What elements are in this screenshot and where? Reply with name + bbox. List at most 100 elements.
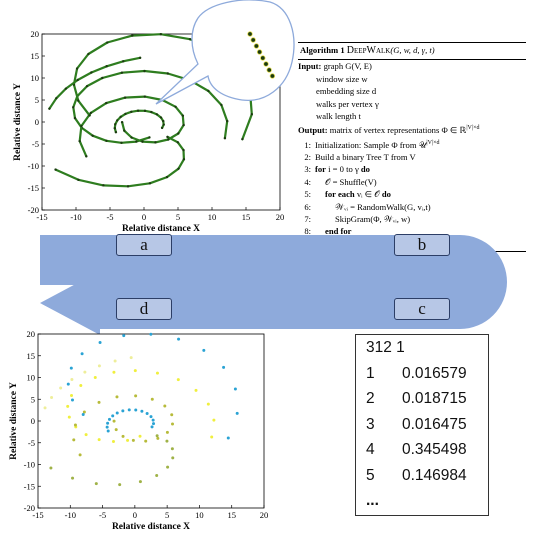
row-value: 0.018715 — [402, 390, 467, 407]
x-tick-label: 5 — [165, 510, 169, 520]
data-point — [80, 352, 84, 356]
data-point — [152, 422, 156, 426]
data-point — [159, 116, 163, 119]
data-point — [116, 119, 119, 122]
data-point — [50, 396, 54, 400]
row-id: 2 — [366, 390, 375, 407]
data-point — [226, 436, 230, 440]
y-tick-label: -20 — [24, 503, 35, 513]
data-point — [114, 123, 117, 126]
data-point — [73, 116, 77, 120]
data-point — [120, 141, 123, 144]
data-point — [123, 129, 126, 132]
data-point — [97, 438, 101, 442]
data-point — [134, 408, 138, 412]
row-id: 3 — [366, 415, 375, 433]
algorithm-step: 6: 𝒲ᵥᵢ = RandomWalk(G, vᵢ,t) — [304, 201, 431, 212]
data-point — [174, 105, 177, 108]
algorithm-box: Algorithm 1 DEEPWALK(G, w, d, γ, t) Inpu… — [298, 42, 526, 253]
data-point — [70, 398, 74, 402]
data-point — [181, 114, 185, 117]
data-point — [70, 394, 74, 398]
data-point — [176, 141, 179, 144]
data-point — [78, 139, 81, 143]
data-point — [126, 438, 130, 442]
process-flow-arrow — [40, 235, 507, 335]
zoom-point — [247, 31, 253, 37]
data-point — [55, 97, 58, 100]
data-point — [120, 71, 124, 74]
data-point — [171, 422, 175, 426]
data-point — [149, 332, 153, 336]
data-point — [241, 137, 244, 141]
data-point — [136, 109, 140, 112]
x-tick-label: 10 — [195, 510, 204, 520]
data-point — [76, 78, 79, 82]
data-point — [124, 112, 127, 116]
data-point — [105, 101, 108, 105]
x-tick-label: -15 — [32, 510, 43, 520]
data-point — [67, 415, 71, 419]
data-point — [120, 120, 124, 124]
data-point — [94, 482, 98, 486]
data-point — [121, 60, 125, 63]
algorithm-step: 1: Initialization: Sample Φ from 𝒰|V|×d — [304, 139, 440, 150]
zoom-point — [263, 61, 269, 67]
data-point — [43, 406, 47, 410]
data-point — [93, 376, 97, 379]
data-point — [177, 337, 181, 341]
row-value: 0.146984 — [402, 466, 467, 484]
data-point — [122, 334, 126, 338]
data-point — [72, 438, 76, 442]
data-point — [155, 371, 159, 375]
data-point — [135, 140, 138, 143]
data-point — [148, 182, 152, 185]
table-row: 2 0.018715 — [366, 390, 488, 416]
y-tick-label: -20 — [28, 205, 39, 215]
data-point — [115, 411, 119, 415]
data-point — [182, 148, 185, 152]
step-c-box: c — [394, 298, 450, 320]
data-point — [202, 348, 206, 352]
data-point — [112, 419, 116, 423]
data-point — [97, 364, 101, 368]
data-point — [131, 34, 134, 37]
data-point — [107, 417, 111, 421]
zoom-point — [253, 43, 260, 49]
x-tick-label: 20 — [276, 212, 285, 222]
embedding-output-table: 312 1 1 0.016579 2 0.018715 3 0.016475 4 0.3454… — [355, 334, 489, 516]
data-point — [155, 434, 159, 438]
data-point — [80, 124, 83, 128]
data-point — [165, 430, 169, 434]
data-point — [163, 404, 167, 408]
y-axis-label: Relative distance Y — [9, 382, 19, 460]
data-point — [233, 387, 237, 391]
data-point — [166, 72, 169, 75]
data-point — [235, 411, 239, 415]
data-point — [66, 404, 70, 408]
zoom-point — [269, 73, 276, 79]
y-tick-label: -15 — [28, 183, 39, 193]
algorithm-input-item: embedding size d — [316, 86, 377, 97]
x-tick-label: -15 — [36, 212, 47, 222]
data-point — [114, 428, 118, 432]
data-point — [141, 140, 144, 143]
algorithm-step: 7: SkipGram(Φ, 𝒲ᵥᵢ, w) — [304, 214, 411, 224]
data-point — [77, 99, 80, 102]
data-point — [138, 56, 142, 60]
data-point — [114, 130, 118, 134]
x-tick-label: 5 — [176, 212, 180, 222]
data-point — [48, 107, 51, 110]
zoom-callout — [155, 0, 295, 105]
data-point — [165, 175, 169, 179]
data-point — [166, 465, 170, 469]
data-point — [75, 67, 79, 70]
x-tick-label: -5 — [99, 510, 106, 520]
data-point — [89, 111, 93, 115]
data-point — [64, 87, 68, 90]
data-point — [88, 114, 91, 117]
table-row: 1 0.016579 — [366, 365, 488, 391]
algorithm-step: 2: Build a binary Tree T from V — [304, 151, 416, 162]
data-point — [177, 132, 180, 135]
row-id: 5 — [366, 466, 375, 484]
